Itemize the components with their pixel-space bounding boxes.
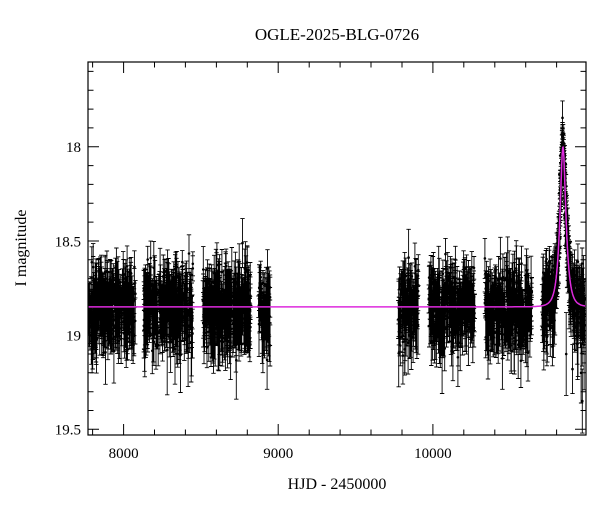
model-curve <box>88 145 586 308</box>
tick-label: 18 <box>66 140 81 156</box>
tick-label: 9000 <box>263 446 293 462</box>
plot-frame <box>87 61 587 436</box>
tick-label: 8000 <box>109 446 139 462</box>
tick-label: 18.5 <box>55 234 81 250</box>
plot-title: OGLE-2025-BLG-0726 <box>255 25 419 44</box>
data-points <box>88 116 586 403</box>
plot-data-area <box>88 100 586 434</box>
tick-label: 19 <box>66 329 81 345</box>
error-bars <box>88 100 586 434</box>
axis-ticks <box>88 62 586 435</box>
x-tick-labels: 8000 9000 10000 <box>109 446 452 462</box>
x-axis-label: HJD - 2450000 <box>288 476 387 493</box>
y-tick-labels: 18 18.5 19 19.5 <box>55 140 81 439</box>
tick-label: 19.5 <box>55 423 81 439</box>
tick-label: 10000 <box>414 446 452 462</box>
y-axis-label: I magnitude <box>13 210 30 287</box>
